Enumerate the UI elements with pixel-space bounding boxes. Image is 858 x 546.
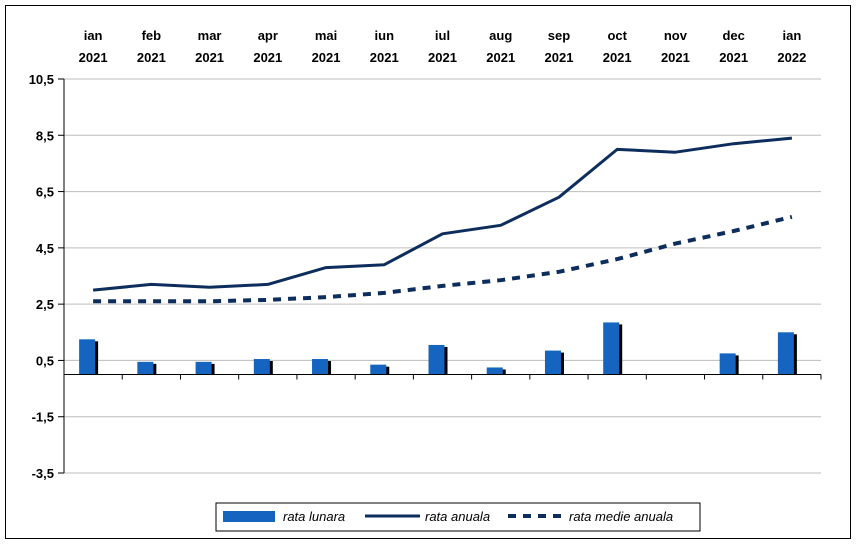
category-label-year: 2021: [253, 50, 282, 65]
y-tick-label: 8,5: [36, 128, 54, 143]
y-tick-label: 4,5: [36, 241, 54, 256]
category-label-month: oct: [607, 28, 627, 43]
y-tick-label: 2,5: [36, 297, 54, 312]
y-tick-label: 6,5: [36, 185, 54, 200]
y-tick-label: 10,5: [29, 72, 54, 87]
category-label-year: 2021: [603, 50, 632, 65]
category-label-month: ian: [84, 28, 103, 43]
legend-swatch-rata-lunara: [223, 511, 275, 522]
y-tick-label: -1,5: [32, 410, 54, 425]
category-label-month: mar: [198, 28, 222, 43]
category-label-month: dec: [722, 28, 744, 43]
category-label-month: mai: [315, 28, 337, 43]
bar: [777, 332, 794, 375]
bar: [137, 361, 154, 375]
category-label-year: 2021: [370, 50, 399, 65]
bars-rata-lunara: [79, 322, 797, 375]
category-label-year: 2021: [486, 50, 515, 65]
y-axis: 10,5 8,5 6,5 4,5 2,5 0,5 -1,5 -3,5: [29, 72, 65, 481]
category-label-year: 2021: [79, 50, 108, 65]
line-rata-medie-anuala: [93, 214, 793, 304]
category-label-year: 2021: [428, 50, 457, 65]
category-label-month: iun: [375, 28, 395, 43]
bar: [195, 361, 212, 375]
category-label-month: iul: [435, 28, 450, 43]
legend: rata lunara rata anuala rata medie anual…: [215, 502, 701, 532]
bar: [544, 350, 561, 375]
bar: [603, 322, 620, 375]
category-label-year: 2021: [312, 50, 341, 65]
chart-frame: [5, 5, 851, 539]
category-label-month: apr: [258, 28, 278, 43]
category-labels: ian 2021 feb 2021 mar 2021 apr 2021 mai 2021 iun 20…: [79, 28, 807, 65]
y-tick-label: -3,5: [32, 466, 54, 481]
bar: [719, 353, 736, 375]
category-label-month: ian: [782, 28, 801, 43]
bar: [79, 339, 96, 375]
lines: [92, 136, 793, 304]
category-label-year: 2021: [545, 50, 574, 65]
category-label-month: feb: [142, 28, 162, 43]
legend-box: [215, 502, 701, 532]
grid-lines: [64, 78, 821, 474]
bar: [370, 364, 387, 375]
y-tick-label: 0,5: [36, 353, 54, 368]
legend-label-rata-medie-anuala: rata medie anuala: [569, 509, 673, 524]
legend-label-rata-anuala: rata anuala: [425, 509, 490, 524]
bar: [312, 359, 329, 375]
category-label-month: aug: [489, 28, 512, 43]
line-rata-anuala: [92, 136, 793, 292]
category-label-month: nov: [664, 28, 688, 43]
bar: [253, 359, 270, 375]
category-label-month: sep: [548, 28, 570, 43]
category-label-year: 2022: [777, 50, 806, 65]
bar: [486, 367, 503, 375]
category-label-year: 2021: [195, 50, 224, 65]
category-label-year: 2021: [661, 50, 690, 65]
x-axis: [63, 374, 822, 380]
category-label-year: 2021: [719, 50, 748, 65]
legend-label-rata-lunara: rata lunara: [283, 509, 345, 524]
bar: [428, 344, 445, 375]
category-label-year: 2021: [137, 50, 166, 65]
